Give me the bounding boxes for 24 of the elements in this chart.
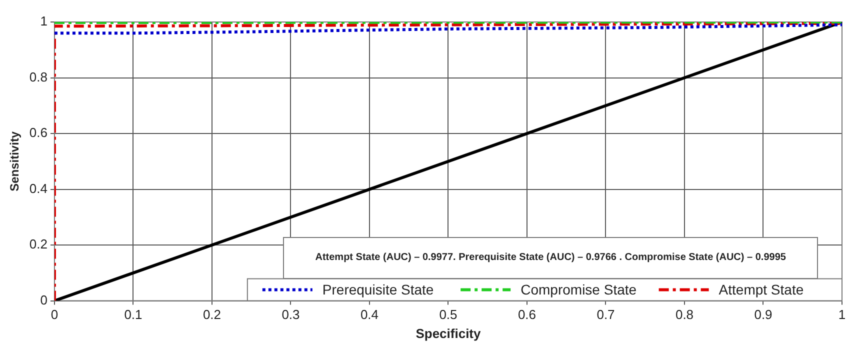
x-tick-label: 0.9	[754, 307, 772, 322]
line-series	[54, 23, 842, 35]
y-tick-label: 0	[40, 292, 48, 308]
y-tick-label: 0.4	[29, 180, 48, 196]
y-tick-label: 0.6	[29, 125, 48, 140]
x-tick-label: 0.4	[360, 307, 379, 322]
x-axis-title: Specificity	[416, 326, 482, 341]
x-tick-label: 0.2	[202, 307, 222, 322]
note-box: Attempt State (AUC) – 0.9977. Prerequisite State (AUC) – 0.9766 . Compromise State (AUC) – 0.9995	[282, 236, 818, 279]
x-tick-label: 0.7	[596, 307, 615, 322]
x-tick-label: 0	[50, 307, 58, 322]
y-tick-label: 0.2	[29, 236, 48, 252]
x-tick-label: 0.5	[439, 307, 458, 322]
x-tick-label: 1	[838, 307, 846, 322]
legend-label: Attempt State	[718, 282, 804, 298]
legend-label: Compromise State	[520, 282, 637, 298]
x-tick-label: 0.8	[675, 307, 694, 322]
x-tick-label: 0.3	[282, 307, 300, 322]
x-tick-label: 0.6	[518, 307, 536, 322]
x-tick-label: 0.1	[124, 307, 142, 322]
legend-label: Prerequisite State	[322, 282, 434, 298]
y-tick-label: 1	[40, 14, 48, 29]
y-axis-title: Sensitivity	[8, 131, 22, 192]
y-tick-label: 0.8	[29, 69, 48, 84]
